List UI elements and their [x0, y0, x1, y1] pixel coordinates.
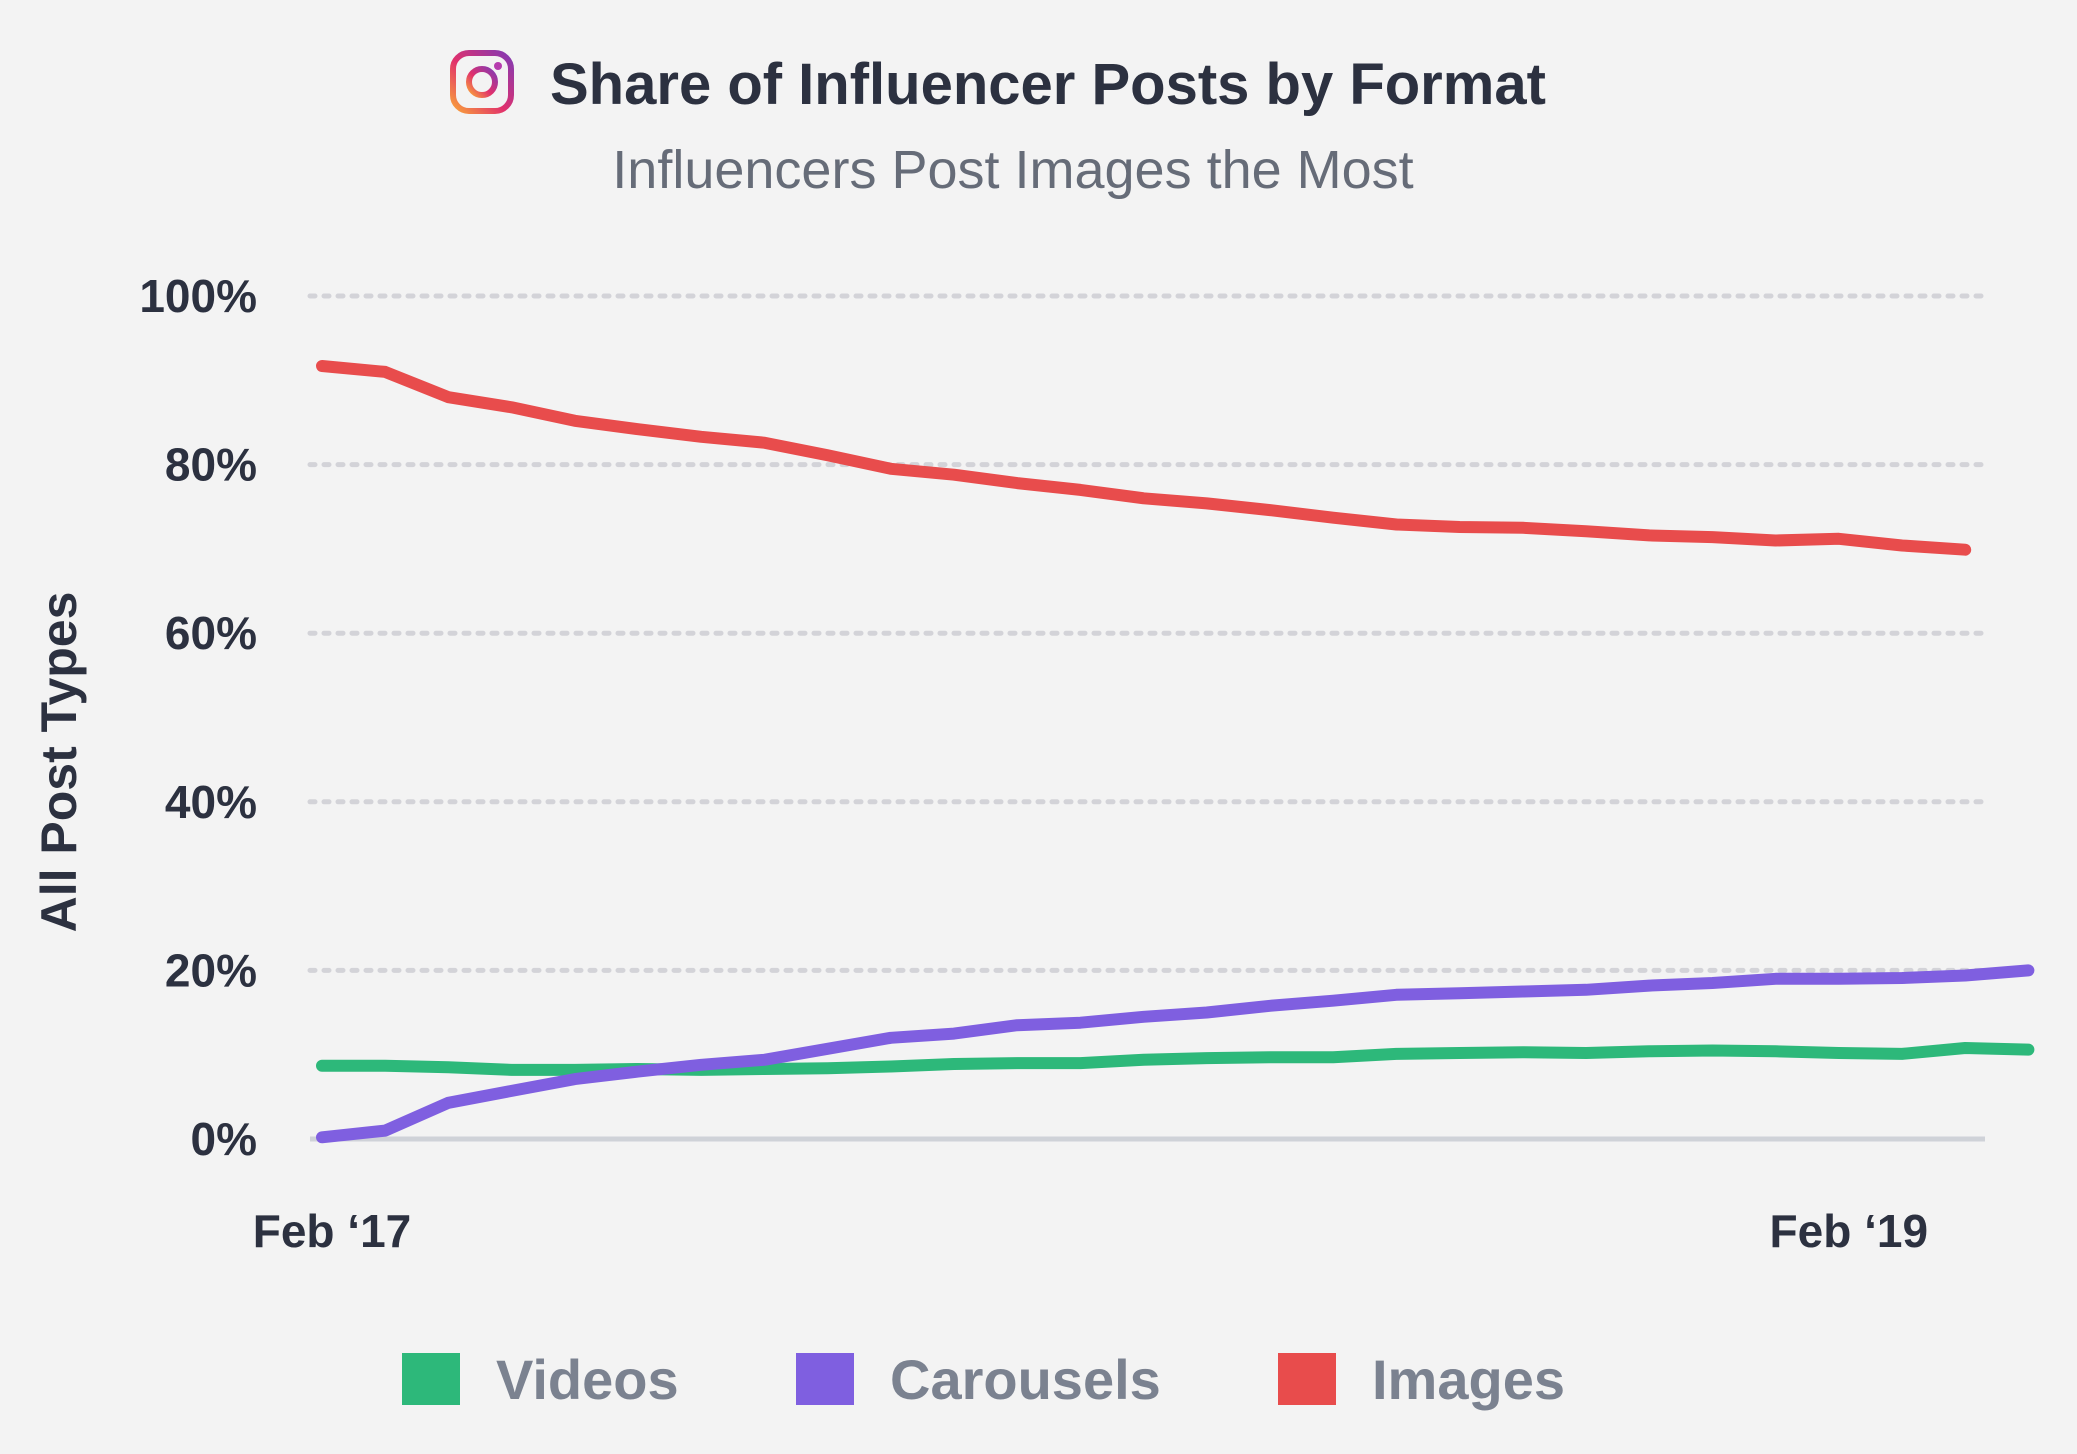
chart-subtitle: Influencers Post Images the Most [612, 140, 1413, 200]
instagram-icon [450, 50, 514, 114]
legend-label: Videos [496, 1348, 679, 1411]
x-tick-labels: Feb ‘17 Feb ‘19 [253, 1205, 1928, 1257]
legend-label: Images [1372, 1348, 1565, 1411]
y-tick-label: 40% [165, 776, 257, 828]
grid-layer [307, 293, 1988, 1142]
series-layer [316, 360, 2035, 1144]
legend-swatch [796, 1353, 854, 1405]
series-line-images [316, 360, 1972, 556]
legend-swatch [1278, 1353, 1336, 1405]
y-tick-label: 60% [165, 607, 257, 659]
chart-title: Share of Influencer Posts by Format [550, 52, 1546, 117]
x-tick-label: Feb ‘19 [1770, 1205, 1929, 1257]
y-axis-label: All Post Types [31, 592, 87, 933]
y-tick-label: 100% [139, 270, 257, 322]
y-tick-label: 80% [165, 439, 257, 491]
series-line-videos [316, 1042, 2035, 1076]
legend-item-carousels: Carousels [796, 1348, 1161, 1411]
chart-header: Share of Influencer Posts by Format Infl… [450, 50, 1546, 200]
y-tick-label: 0% [191, 1113, 257, 1165]
legend-item-videos: Videos [402, 1348, 679, 1411]
legend-label: Carousels [890, 1348, 1161, 1411]
legend-swatch [402, 1353, 460, 1405]
series-line-carousels [316, 964, 2035, 1144]
legend: Videos Carousels Images [402, 1348, 1565, 1411]
x-tick-label: Feb ‘17 [253, 1205, 412, 1257]
y-tick-label: 20% [165, 944, 257, 996]
y-tick-labels: 0% 20% 40% 60% 80% 100% [139, 270, 257, 1165]
legend-item-images: Images [1278, 1348, 1565, 1411]
